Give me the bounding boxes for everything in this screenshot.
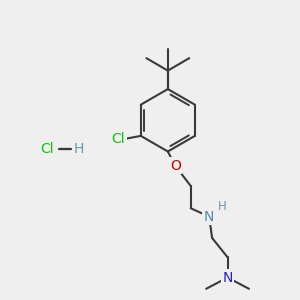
Text: N: N [204, 210, 214, 224]
Text: Cl: Cl [111, 132, 125, 146]
Text: H: H [218, 200, 227, 213]
Text: H: H [74, 142, 84, 155]
Text: N: N [222, 271, 233, 284]
Text: Cl: Cl [40, 142, 54, 155]
Text: O: O [170, 159, 181, 173]
